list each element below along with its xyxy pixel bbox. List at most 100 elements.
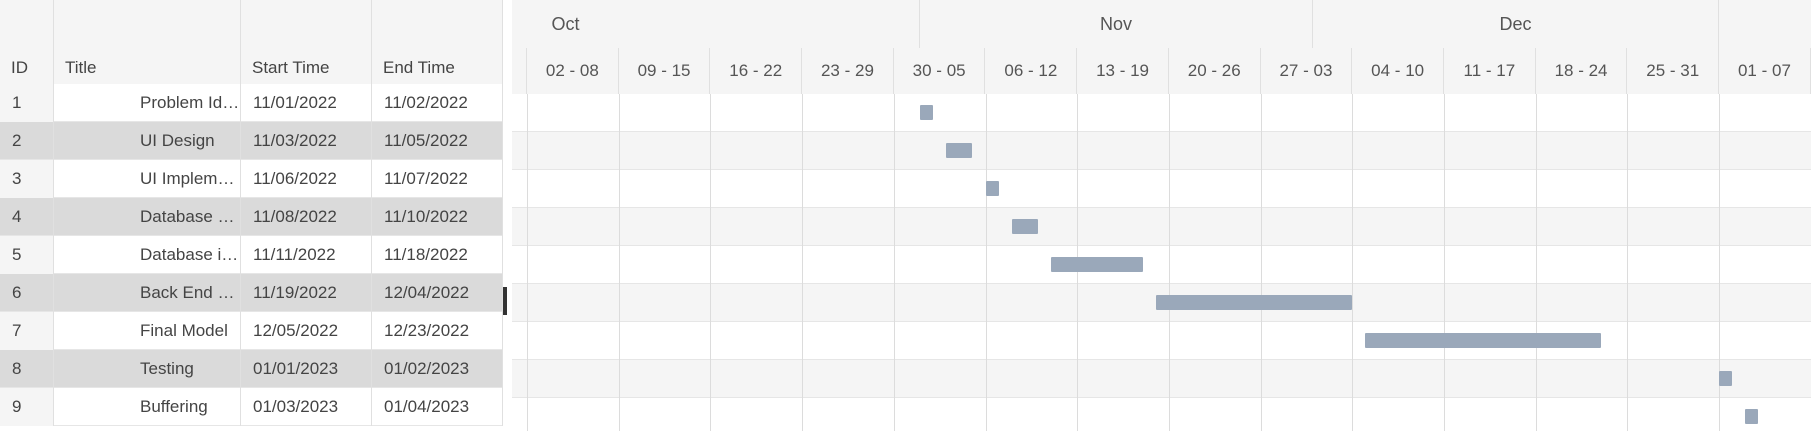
- week-scale-cell: 01 - 07: [1719, 48, 1811, 94]
- task-row[interactable]: 9 Buffering 01/03/2023 01/04/2023: [0, 388, 503, 426]
- week-scale-cell: 02 - 08: [527, 48, 619, 94]
- task-end-cell: 11/18/2022: [372, 236, 503, 274]
- week-gridline: [618, 94, 620, 431]
- timeline-row: [512, 246, 1811, 284]
- task-row[interactable]: 7 Final Model 12/05/2022 12/23/2022: [0, 312, 503, 350]
- column-header-title[interactable]: Title: [54, 0, 241, 84]
- task-title-cell: Database Design: [54, 198, 241, 236]
- week-scale-cell: 20 - 26: [1169, 48, 1261, 94]
- task-bar[interactable]: [1051, 257, 1143, 272]
- week-gridline: [710, 94, 712, 431]
- task-start-cell: 11/03/2022: [241, 122, 372, 160]
- week-scale-cell: 11 - 17: [1444, 48, 1536, 94]
- week-gridline: [985, 94, 987, 431]
- week-scale-cell: 25 - 31: [1627, 48, 1720, 94]
- timeline-row: [512, 322, 1811, 360]
- task-start-cell: 11/08/2022: [241, 198, 372, 236]
- timeline-row: [512, 360, 1811, 398]
- timeline-row: [512, 170, 1811, 208]
- task-title-cell: Buffering: [54, 388, 241, 426]
- task-title-cell: Database imple...: [54, 236, 241, 274]
- week-scale-cell-partial: [512, 48, 527, 94]
- task-id-cell: 7: [0, 312, 54, 350]
- column-header-id[interactable]: ID: [0, 0, 54, 84]
- task-row[interactable]: 8 Testing 01/01/2023 01/02/2023: [0, 350, 503, 388]
- task-bar[interactable]: [1719, 371, 1733, 386]
- week-gridline: [527, 94, 528, 431]
- task-end-cell: 11/07/2022: [372, 160, 503, 198]
- week-gridline: [1352, 94, 1354, 431]
- task-id-cell: 6: [0, 274, 54, 312]
- task-id-cell: 9: [0, 388, 54, 426]
- month-scale-cell: Dec: [1313, 0, 1720, 48]
- timeline-row: [512, 208, 1811, 246]
- week-gridline: [1627, 94, 1629, 431]
- month-scale-cell: [1719, 0, 1811, 48]
- week-gridline: [802, 94, 804, 431]
- task-bar[interactable]: [1365, 333, 1602, 348]
- week-gridline: [1168, 94, 1170, 431]
- task-grid: ID Title Start Time End Time 1 Problem Id…: [0, 0, 503, 431]
- week-scale-cell: 16 - 22: [710, 48, 803, 94]
- week-scale-cell: 04 - 10: [1352, 48, 1444, 94]
- task-id-cell: 3: [0, 160, 54, 198]
- grid-header: ID Title Start Time End Time: [0, 0, 503, 85]
- month-scale: Oct Nov Dec: [512, 0, 1811, 49]
- week-scale-cell: 30 - 05: [894, 48, 986, 94]
- task-start-cell: 01/03/2023: [241, 388, 372, 426]
- task-title-cell: Back End Setting: [54, 274, 241, 312]
- task-title-cell: UI Implementati...: [54, 160, 241, 198]
- task-title-cell: Final Model: [54, 312, 241, 350]
- week-scale-cell: 23 - 29: [802, 48, 894, 94]
- grid-resizer-handle[interactable]: [503, 287, 507, 315]
- task-id-cell: 4: [0, 198, 54, 236]
- task-bar[interactable]: [1745, 409, 1759, 424]
- task-id-cell: 1: [0, 84, 54, 122]
- timeline-row: [512, 132, 1811, 170]
- task-title-cell: Problem Identifi...: [54, 84, 241, 122]
- week-gridline: [1535, 94, 1537, 431]
- week-gridline: [1444, 94, 1445, 431]
- task-start-cell: 12/05/2022: [241, 312, 372, 350]
- task-start-cell: 11/11/2022: [241, 236, 372, 274]
- task-end-cell: 12/04/2022: [372, 274, 503, 312]
- task-title-cell: Testing: [54, 350, 241, 388]
- task-end-cell: 11/10/2022: [372, 198, 503, 236]
- task-bar[interactable]: [1155, 295, 1353, 310]
- task-end-cell: 01/02/2023: [372, 350, 503, 388]
- week-scale-cell: 09 - 15: [619, 48, 711, 94]
- task-start-cell: 01/01/2023: [241, 350, 372, 388]
- task-start-cell: 11/06/2022: [241, 160, 372, 198]
- week-gridline: [893, 94, 895, 431]
- week-scale-cell: 06 - 12: [986, 48, 1078, 94]
- month-scale-cell: Nov: [920, 0, 1313, 48]
- week-scale-cell: 18 - 24: [1536, 48, 1628, 94]
- task-end-cell: 12/23/2022: [372, 312, 503, 350]
- task-title-cell: UI Design: [54, 122, 241, 160]
- task-end-cell: 01/04/2023: [372, 388, 503, 426]
- timeline-row: [512, 94, 1811, 132]
- task-bar[interactable]: [1011, 219, 1038, 234]
- task-start-cell: 11/19/2022: [241, 274, 372, 312]
- column-header-start-time[interactable]: Start Time: [241, 0, 372, 84]
- week-scale: 02 - 08 09 - 15 16 - 22 23 - 29 30 - 05 06 - …: [512, 48, 1811, 95]
- timeline-row: [512, 398, 1811, 431]
- week-gridline: [1260, 94, 1262, 431]
- task-bar[interactable]: [920, 105, 934, 120]
- task-bar[interactable]: [946, 143, 973, 158]
- week-gridline: [1719, 94, 1721, 431]
- task-bar[interactable]: [985, 181, 999, 196]
- column-header-end-time[interactable]: End Time: [372, 0, 503, 84]
- task-id-cell: 5: [0, 236, 54, 274]
- task-end-cell: 11/05/2022: [372, 122, 503, 160]
- task-end-cell: 11/02/2022: [372, 84, 503, 122]
- task-start-cell: 11/01/2022: [241, 84, 372, 122]
- task-row[interactable]: 2 UI Design 11/03/2022 11/05/2022: [0, 122, 503, 160]
- week-scale-cell: 27 - 03: [1261, 48, 1353, 94]
- week-scale-cell: 13 - 19: [1077, 48, 1169, 94]
